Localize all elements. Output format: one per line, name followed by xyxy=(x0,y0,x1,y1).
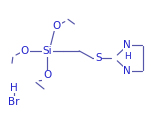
Text: H: H xyxy=(10,83,17,93)
Text: Si: Si xyxy=(42,46,52,56)
Text: H: H xyxy=(124,52,131,61)
Text: O: O xyxy=(43,70,51,80)
Text: O: O xyxy=(21,46,29,56)
Text: O: O xyxy=(53,21,61,31)
Text: S: S xyxy=(95,53,102,63)
Text: N: N xyxy=(123,40,131,50)
Text: Br: Br xyxy=(8,97,19,107)
Text: N: N xyxy=(123,66,131,76)
